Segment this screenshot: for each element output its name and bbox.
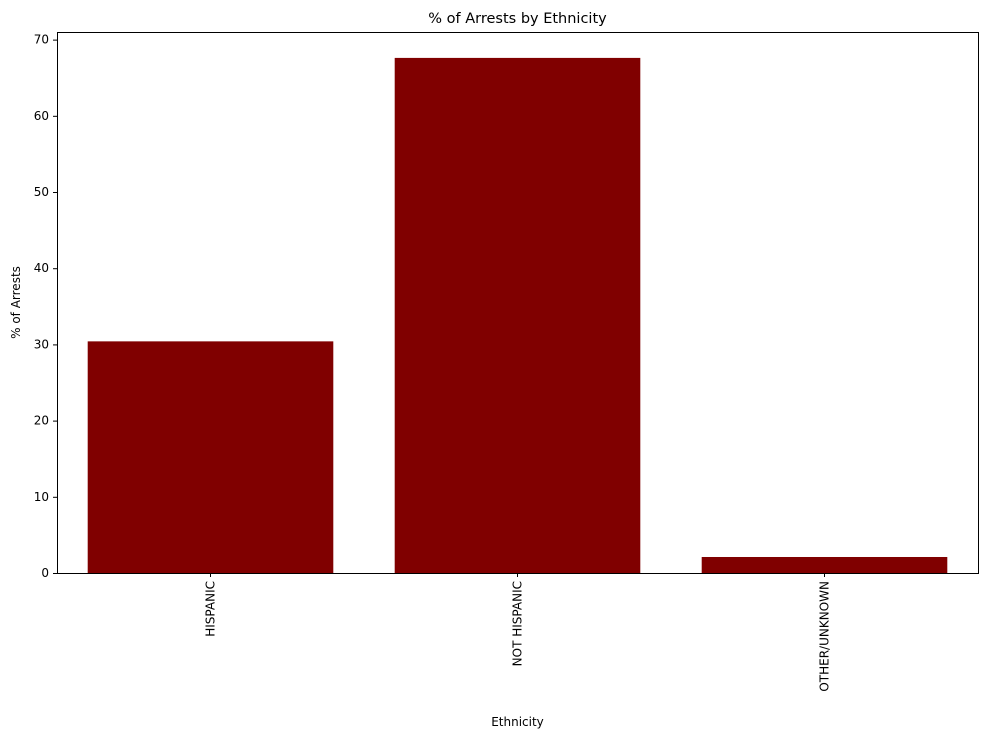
bar-not-hispanic (394, 57, 641, 573)
x-axis: HISPANIC NOT HISPANIC OTHER/UNKNOWN (204, 573, 832, 692)
y-axis-title: % of Arrests (9, 266, 23, 339)
y-tick-label: 40 (34, 261, 49, 275)
y-tick-label: 30 (34, 337, 49, 351)
y-axis: 0 10 20 30 40 50 60 70 (34, 33, 57, 580)
x-tick-label: HISPANIC (204, 581, 218, 637)
bar-hispanic (87, 341, 334, 573)
y-tick-label: 0 (41, 566, 49, 580)
bars-layer (87, 57, 948, 573)
y-tick-label: 60 (34, 109, 49, 123)
chart-title: % of Arrests by Ethnicity (428, 11, 607, 27)
y-tick-label: 20 (34, 414, 49, 428)
y-tick-label: 10 (34, 490, 49, 504)
bar-other-unknown (701, 556, 948, 573)
x-tick-label: NOT HISPANIC (511, 581, 525, 666)
y-tick-label: 70 (34, 33, 49, 47)
x-tick-label: OTHER/UNKNOWN (818, 581, 832, 692)
x-axis-title: Ethnicity (491, 715, 544, 729)
y-tick-label: 50 (34, 185, 49, 199)
